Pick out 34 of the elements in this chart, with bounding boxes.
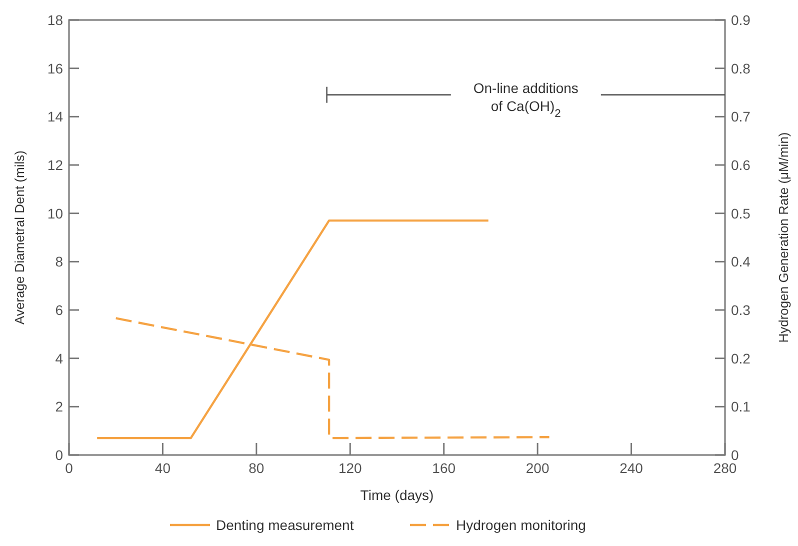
y-tick-label: 14 [47, 108, 64, 125]
x-tick-label: 80 [248, 460, 264, 476]
y-tick-label: 8 [55, 254, 64, 270]
y-tick-label: 6 [55, 302, 64, 318]
y-tick-label: 10 [47, 205, 64, 222]
y-tick-label: 0 [55, 447, 64, 463]
y2-tick-label: 0.3 [731, 302, 751, 318]
y2-axis-title: Hydrogen Generation Rate (μM/min) [776, 132, 791, 343]
x-tick-label: 200 [526, 460, 550, 476]
y2-tick-label: 0 [731, 447, 739, 463]
y2-tick-label: 0.5 [731, 205, 751, 222]
y-tick-label: 16 [47, 60, 64, 76]
y-axis-title: Average Diametral Dent (mils) [12, 150, 27, 324]
y2-tick-label: 0.2 [731, 350, 751, 366]
x-tick-label: 160 [432, 460, 456, 476]
x-tick-label: 0 [65, 460, 74, 476]
y2-tick-label: 0.6 [731, 157, 751, 173]
x-tick-label: 40 [154, 460, 171, 476]
x-axis-title: Time (days) [360, 487, 434, 503]
y2-tick-label: 0.7 [731, 108, 751, 125]
legend-label: Denting measurement [216, 517, 354, 533]
y2-tick-label: 0.8 [731, 60, 751, 76]
y2-tick-label: 0.9 [731, 12, 751, 28]
y2-tick-label: 0.1 [731, 398, 751, 415]
y-tick-label: 2 [55, 398, 64, 415]
legend-label: Hydrogen monitoring [456, 517, 586, 533]
y-tick-label: 18 [47, 12, 64, 28]
annotation: On-line additions of Ca(OH)$_{2}$ [473, 80, 578, 120]
y2-tick-label: 0.4 [731, 254, 751, 270]
y-tick-label: 4 [55, 350, 64, 366]
x-tick-label: 280 [713, 460, 737, 476]
x-tick-label: 240 [620, 460, 644, 476]
y-tick-label: 12 [47, 157, 64, 173]
x-tick-label: 120 [338, 460, 362, 476]
